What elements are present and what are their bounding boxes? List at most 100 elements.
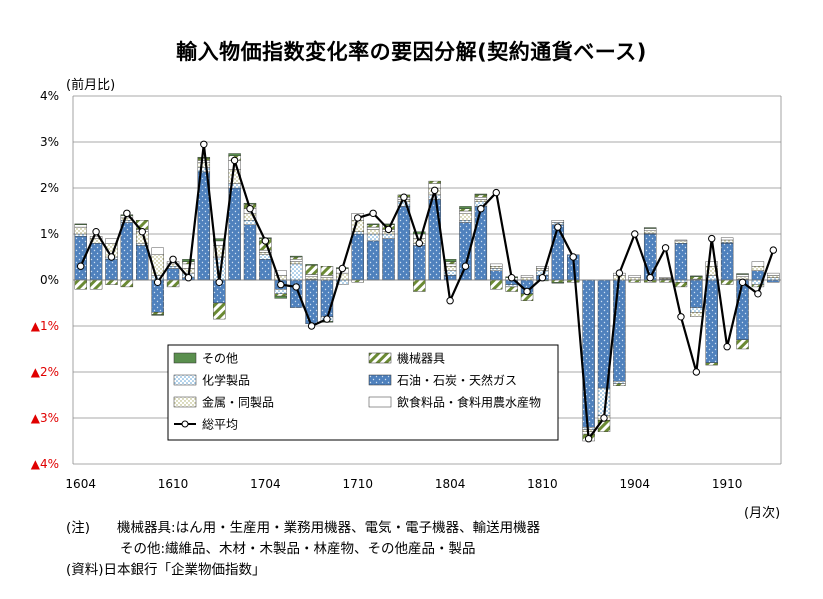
note-source: (資料)日本銀行「企業物価指数」 bbox=[66, 562, 266, 578]
y-axis-unit-label: (前月比) bbox=[66, 78, 116, 93]
bar-food bbox=[413, 233, 426, 239]
average-point bbox=[184, 274, 193, 282]
bar-food bbox=[551, 219, 565, 223]
average-point bbox=[738, 278, 747, 286]
bar-machinery bbox=[197, 157, 211, 161]
legend-label-other: その他 bbox=[202, 352, 238, 366]
legend-label-metal: 金属・同製品 bbox=[202, 395, 274, 410]
average-point bbox=[446, 297, 454, 305]
x-axis: 1604 1610 1704 1710 1804 1810 1904 1910 bbox=[65, 477, 742, 491]
bar-machinery bbox=[613, 383, 626, 386]
bar-machinery bbox=[105, 279, 118, 285]
x-tick-label: 1704 bbox=[250, 477, 281, 491]
bar-machinery bbox=[305, 265, 318, 275]
bar-food bbox=[197, 160, 211, 163]
bar-chemical bbox=[505, 284, 518, 288]
legend-swatch-other bbox=[173, 352, 197, 364]
bar-food bbox=[459, 210, 472, 214]
bar-oil bbox=[690, 279, 703, 308]
chart-title: 輸入物価指数変化率の要因分解(契約通貨ベース) bbox=[176, 40, 647, 64]
legend-label-food: 飲食料品・食料用農水産物 bbox=[397, 395, 541, 410]
bar-machinery bbox=[674, 282, 688, 288]
bar-oil bbox=[582, 279, 595, 428]
legend-swatch-machinery bbox=[368, 352, 392, 364]
average-point bbox=[615, 269, 624, 277]
note-machinery: (注) 機械器具:はん用・生産用・業務用機器、電気・電子機器、輸送用機器 bbox=[66, 520, 541, 536]
legend-label-average: 総平均 bbox=[202, 418, 238, 432]
bar-other bbox=[366, 223, 380, 226]
average-point bbox=[384, 225, 393, 234]
note-other: その他:繊維品、木材・木製品・林産物、その他産品・製品 bbox=[66, 541, 476, 557]
bar-metal bbox=[74, 226, 87, 235]
bar-other bbox=[197, 156, 211, 159]
bar-metal bbox=[536, 268, 549, 271]
bar-machinery bbox=[736, 339, 749, 350]
legend-label-machinery: 機械器具 bbox=[397, 351, 445, 366]
bar-metal bbox=[366, 229, 380, 235]
x-tick-label: 1610 bbox=[158, 477, 189, 491]
bar-oil bbox=[105, 259, 118, 281]
bar-food bbox=[720, 237, 734, 241]
average-point bbox=[230, 156, 239, 165]
bar-oil bbox=[136, 245, 149, 281]
average-point bbox=[723, 343, 731, 351]
average-point bbox=[569, 253, 577, 261]
bar-oil bbox=[720, 242, 734, 281]
average-line-series bbox=[76, 140, 778, 443]
average-line bbox=[79, 144, 775, 442]
average-point bbox=[400, 193, 408, 201]
average-point bbox=[769, 246, 778, 254]
bar-machinery bbox=[166, 279, 180, 288]
bar-oil bbox=[643, 233, 657, 281]
average-point bbox=[600, 414, 608, 422]
bar-oil bbox=[705, 279, 718, 364]
bar-oil bbox=[474, 206, 488, 281]
bar-oil bbox=[382, 238, 395, 281]
bar-oil bbox=[166, 268, 180, 281]
bar-oil bbox=[736, 279, 749, 340]
bar-food bbox=[89, 236, 103, 239]
bar-food bbox=[74, 224, 87, 228]
bar-metal bbox=[767, 275, 780, 278]
average-point bbox=[215, 278, 223, 286]
bar-machinery bbox=[459, 208, 472, 212]
bar-machinery bbox=[490, 279, 503, 290]
bar-metal bbox=[674, 240, 688, 244]
bar-metal bbox=[690, 312, 703, 318]
bar-food bbox=[182, 263, 195, 269]
y-tick-label: ▲4% bbox=[31, 457, 59, 471]
average-point bbox=[138, 228, 146, 236]
legend-marker-average bbox=[181, 420, 189, 428]
average-point bbox=[507, 274, 516, 282]
average-point bbox=[523, 287, 531, 296]
legend-swatch-oil bbox=[368, 374, 392, 386]
average-point bbox=[538, 274, 547, 282]
bar-other bbox=[459, 206, 472, 209]
y-tick-label: 3% bbox=[40, 135, 59, 149]
bar-chemical bbox=[243, 219, 257, 225]
bar-other bbox=[690, 275, 703, 277]
bar-metal bbox=[197, 162, 211, 168]
bar-chemical bbox=[490, 268, 503, 271]
legend-label-chemical: 化学製品 bbox=[202, 373, 250, 388]
bar-metal bbox=[274, 275, 287, 281]
bar-metal bbox=[289, 261, 303, 265]
average-point bbox=[307, 322, 316, 330]
bar-machinery bbox=[320, 266, 334, 276]
bar-chemical bbox=[74, 233, 87, 237]
bar-food bbox=[320, 275, 334, 278]
bar-other bbox=[551, 282, 565, 284]
bar-machinery bbox=[690, 276, 703, 280]
bar-machinery bbox=[213, 302, 226, 320]
average-point bbox=[631, 230, 639, 238]
bar-food bbox=[474, 196, 488, 200]
average-point bbox=[338, 264, 347, 273]
average-point bbox=[169, 255, 177, 263]
x-axis-unit-label: (月次) bbox=[744, 506, 781, 521]
average-point bbox=[354, 214, 362, 222]
bar-chemical bbox=[274, 289, 287, 295]
bar-food bbox=[751, 261, 765, 267]
average-point bbox=[76, 262, 85, 270]
legend-box bbox=[167, 344, 559, 441]
bar-other bbox=[413, 231, 426, 235]
